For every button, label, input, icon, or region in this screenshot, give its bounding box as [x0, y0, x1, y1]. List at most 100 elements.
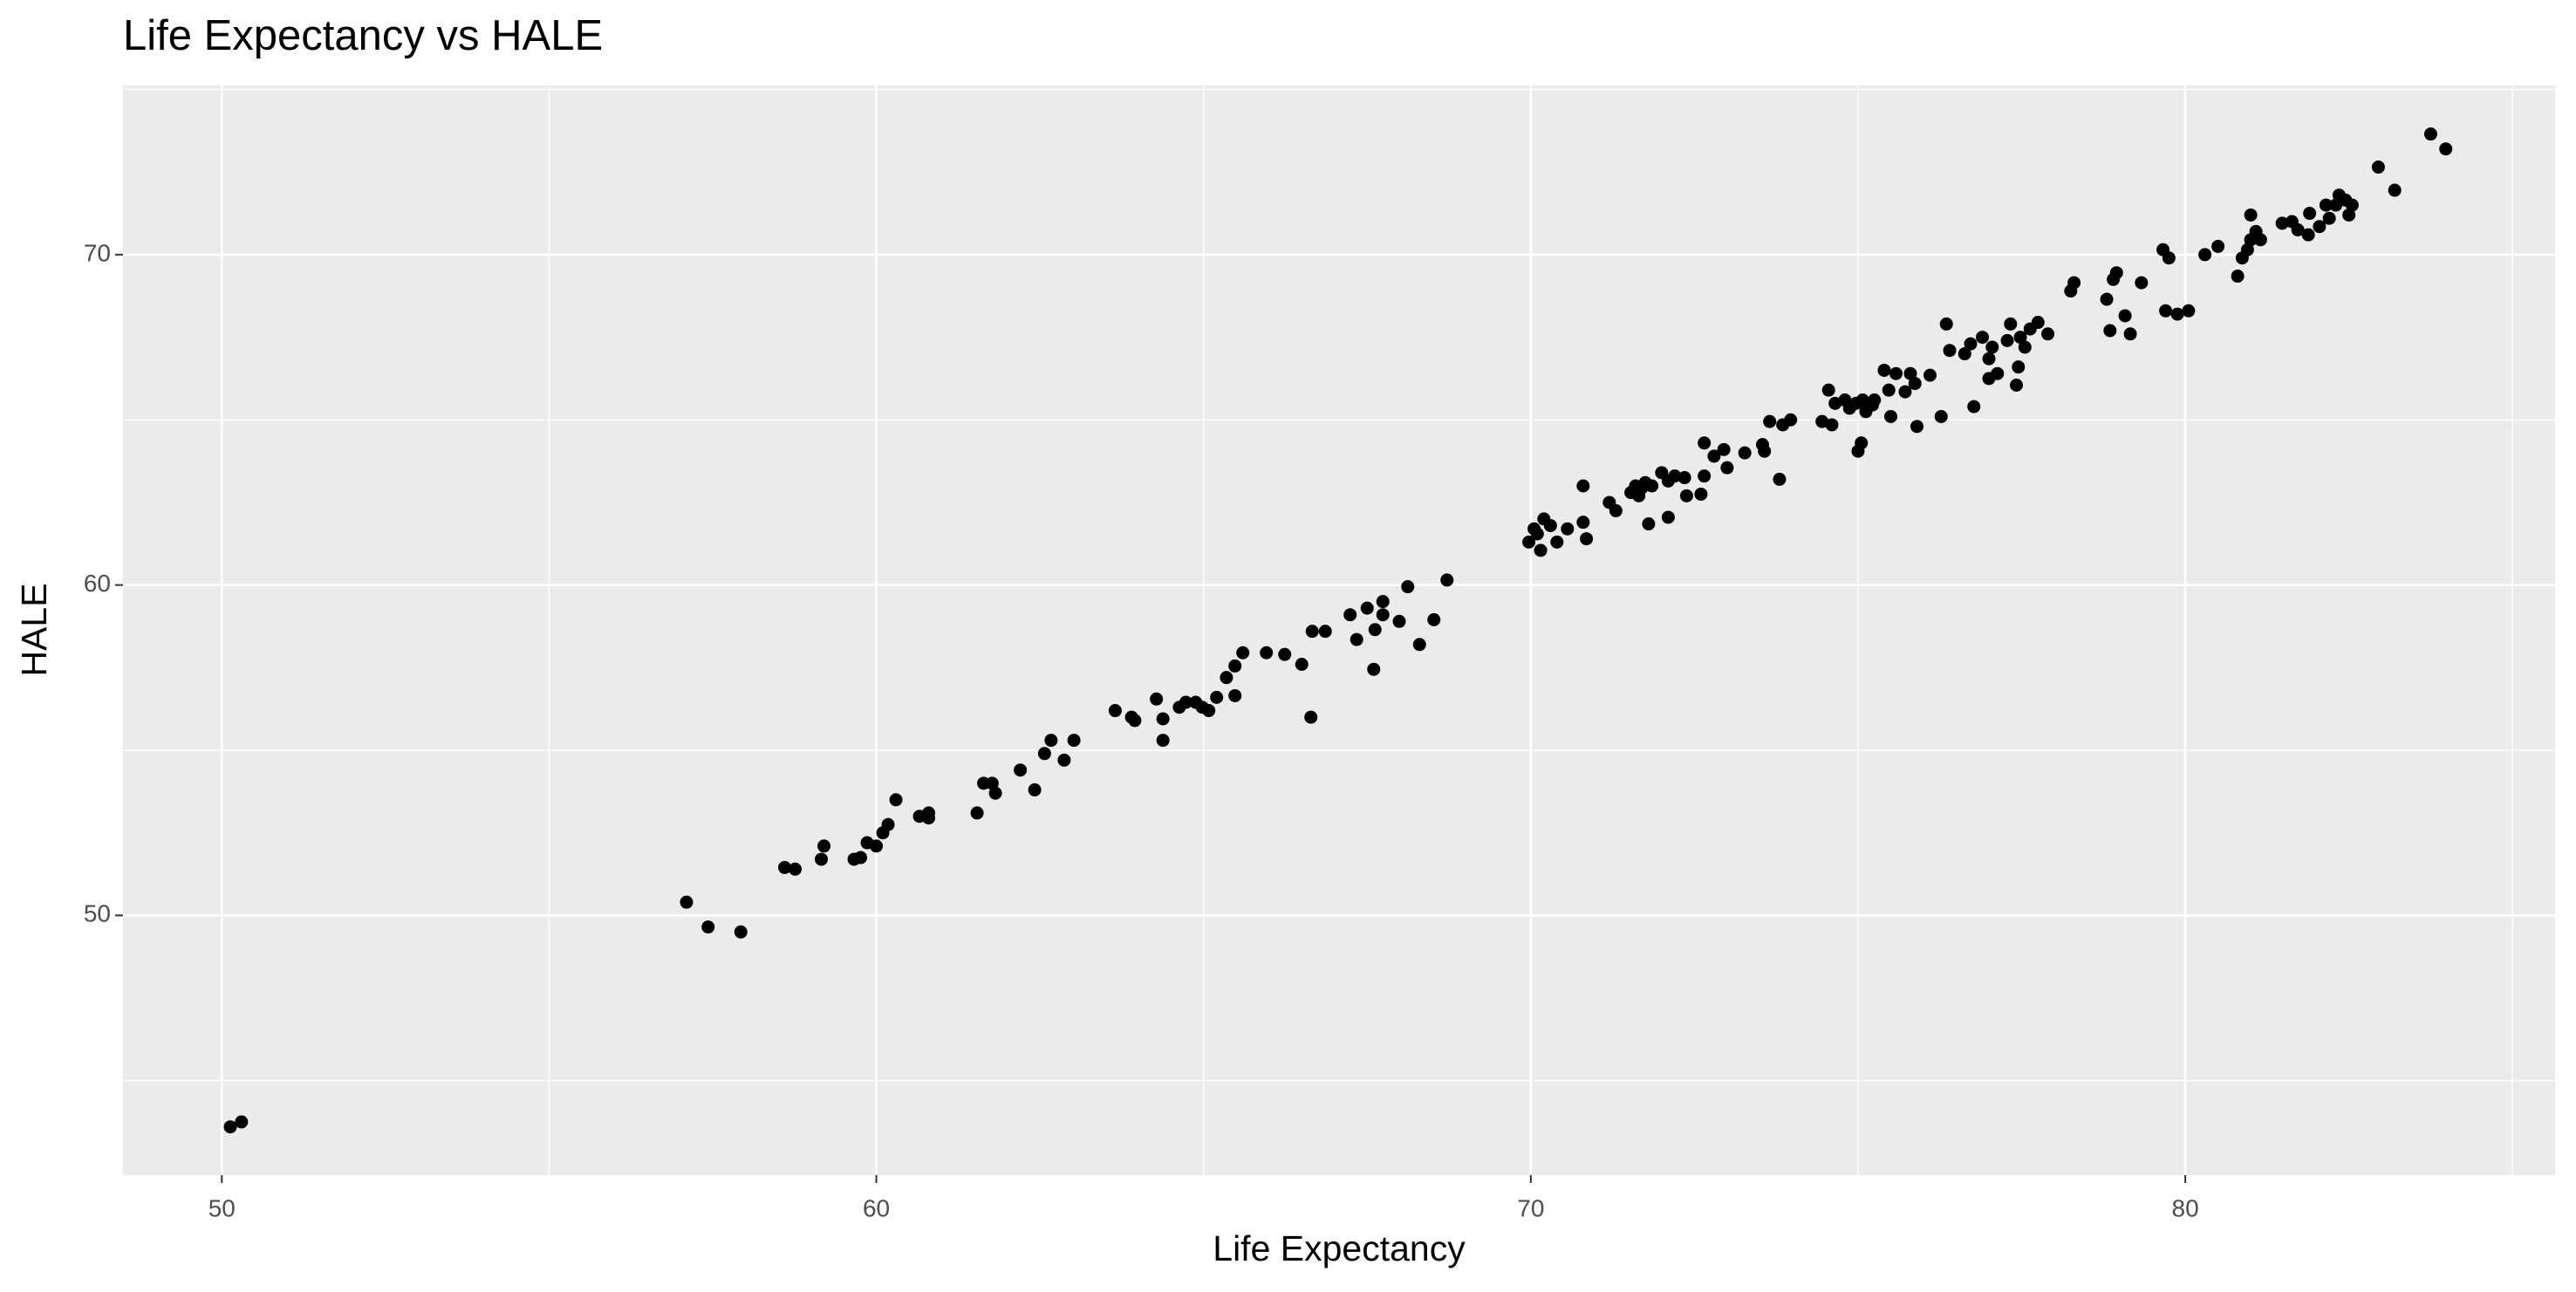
point — [2322, 211, 2336, 225]
point — [2244, 208, 2258, 222]
point — [1923, 368, 1937, 382]
point — [1694, 487, 1708, 501]
point — [2301, 228, 2315, 242]
point — [1828, 396, 1842, 410]
point — [1889, 366, 1903, 380]
point — [1758, 444, 1772, 458]
y-tick-label: 70 — [84, 239, 111, 266]
point — [1550, 535, 1564, 549]
point — [1609, 503, 1623, 517]
point — [1698, 469, 1712, 483]
point — [680, 895, 694, 909]
point — [1202, 704, 1216, 718]
point — [1295, 658, 1308, 672]
point — [1877, 363, 1891, 377]
point — [2004, 317, 2018, 331]
point — [1883, 409, 1897, 423]
point — [1037, 747, 1051, 761]
point — [1236, 646, 1250, 660]
point — [881, 817, 895, 831]
point — [2211, 239, 2225, 253]
point — [1044, 734, 1058, 748]
point — [1179, 695, 1192, 709]
point — [2012, 360, 2026, 374]
point — [2170, 307, 2184, 321]
point — [1278, 647, 1292, 661]
point — [1543, 518, 1557, 532]
point — [988, 786, 1002, 800]
point — [1156, 734, 1170, 748]
point — [1825, 418, 1839, 432]
point — [2423, 127, 2437, 141]
point — [2182, 304, 2196, 318]
point — [2135, 276, 2149, 290]
point — [2123, 327, 2137, 341]
y-tick-label: 60 — [84, 570, 111, 597]
point — [1855, 436, 1869, 450]
point — [1067, 734, 1081, 748]
chart-title: Life Expectancy vs HALE — [123, 12, 603, 59]
point — [1561, 522, 1575, 536]
point — [1855, 393, 1869, 407]
point — [1964, 337, 1978, 351]
point — [2000, 333, 2014, 347]
point — [1738, 446, 1752, 460]
x-tick-label: 70 — [1517, 1194, 1544, 1221]
point — [1943, 344, 1957, 358]
point — [2109, 266, 2123, 280]
point — [1108, 704, 1122, 718]
point — [2319, 198, 2333, 212]
point — [2198, 248, 2212, 262]
point — [2291, 222, 2305, 236]
point — [2329, 198, 2343, 212]
point — [2303, 207, 2317, 221]
point — [1910, 420, 1923, 434]
point — [2067, 276, 2081, 290]
point — [1318, 625, 1332, 639]
point — [1305, 625, 1319, 639]
point — [1522, 535, 1536, 549]
point — [701, 920, 715, 934]
point — [734, 925, 748, 939]
point — [1698, 436, 1712, 450]
point — [1228, 659, 1242, 673]
point — [2253, 233, 2267, 247]
point — [985, 776, 999, 790]
point — [1368, 623, 1382, 637]
point — [1821, 383, 1835, 397]
point — [1580, 532, 1594, 546]
point — [1427, 612, 1441, 626]
point — [789, 862, 803, 876]
point — [1576, 479, 1590, 493]
point — [1028, 783, 1042, 796]
point — [1150, 692, 1164, 706]
point — [1934, 409, 1948, 423]
point — [1642, 517, 1656, 531]
point — [1991, 366, 2005, 380]
point — [815, 852, 829, 866]
point — [2103, 324, 2117, 338]
point — [1576, 516, 1590, 530]
point — [2371, 161, 2385, 174]
point — [235, 1115, 249, 1129]
point — [1220, 671, 1233, 685]
point — [2100, 292, 2114, 306]
point — [1908, 377, 1922, 391]
point — [1958, 347, 1971, 361]
point — [1868, 393, 1882, 407]
point — [854, 851, 868, 865]
point — [1661, 510, 1675, 524]
point — [1707, 449, 1721, 463]
point — [870, 839, 884, 853]
point — [1304, 710, 1318, 724]
point — [1440, 573, 1454, 587]
point — [1343, 608, 1357, 622]
plot-panel — [123, 85, 2555, 1175]
y-tick-label: 50 — [84, 900, 111, 927]
point — [1156, 712, 1170, 726]
point — [817, 839, 831, 853]
point — [1967, 400, 1981, 414]
point — [223, 1120, 237, 1134]
point — [1976, 331, 1990, 345]
